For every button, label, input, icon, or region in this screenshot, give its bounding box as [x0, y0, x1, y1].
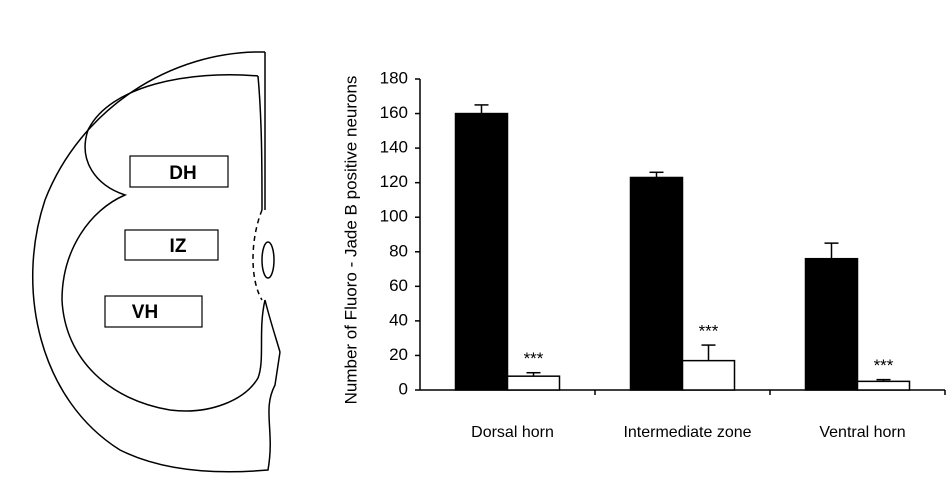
spinal-cord-diagram [33, 52, 280, 472]
x-tick-label: Intermediate zone [623, 424, 751, 441]
y-tick-label: 40 [389, 310, 408, 329]
bar [806, 259, 858, 390]
x-tick-label: Ventral horn [819, 424, 905, 441]
y-tick-label: 140 [380, 138, 408, 157]
x-tick-label: Dorsal horn [471, 424, 554, 441]
central-canal [262, 242, 274, 278]
figure: DH IZ VH Number of Fluoro - Jade B posit… [0, 0, 948, 482]
y-axis-label: Number of Fluoro - Jade B positive neuro… [341, 76, 360, 405]
bar [631, 177, 683, 390]
right-border [265, 52, 280, 352]
y-tick-label: 0 [399, 379, 408, 398]
bar [683, 361, 735, 390]
y-tick-label: 120 [380, 172, 408, 191]
grey-matter-top [258, 76, 262, 210]
region-label: DH [169, 163, 196, 184]
y-tick-label: 160 [380, 103, 408, 122]
y-tick-label: 100 [380, 207, 408, 226]
y-tick-label: 80 [389, 241, 408, 260]
bar [508, 376, 560, 390]
region-label: VH [132, 302, 158, 323]
y-tick-label: 20 [389, 345, 408, 364]
y-tick-label: 180 [380, 68, 408, 87]
outer-outline [33, 52, 280, 472]
y-tick-label: 60 [389, 276, 408, 295]
bar [456, 114, 508, 390]
region-label: IZ [170, 236, 187, 257]
significance-label: *** [874, 356, 894, 375]
bar [858, 381, 910, 390]
significance-label: *** [524, 349, 544, 368]
significance-label: *** [699, 322, 719, 341]
midline-dashed [253, 210, 262, 300]
